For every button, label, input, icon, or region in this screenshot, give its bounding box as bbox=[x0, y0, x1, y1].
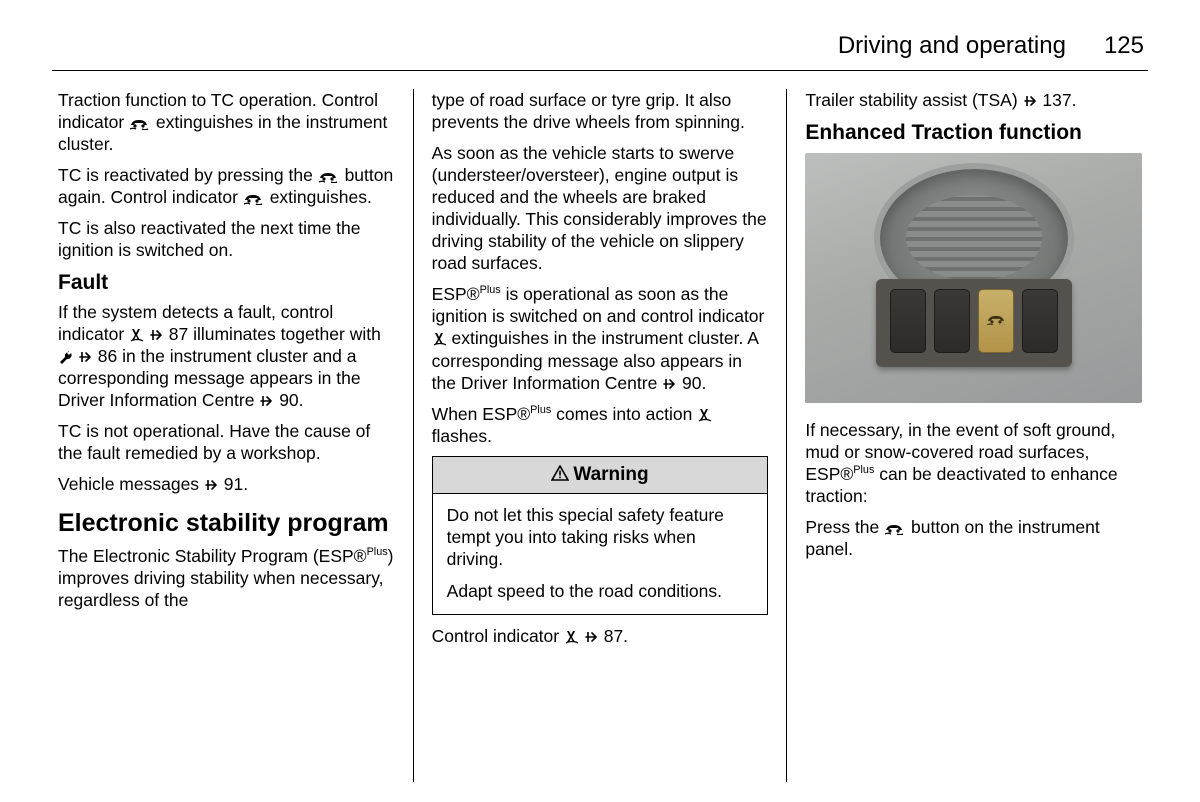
text: TC is reactivated by pressing the bbox=[58, 165, 318, 185]
car-skid-icon bbox=[318, 168, 340, 183]
paragraph: Traction function to TC operation. Contr… bbox=[58, 89, 395, 155]
paragraph: TC is also reactivated the next time the… bbox=[58, 217, 395, 261]
text: 87 illuminates together with bbox=[164, 324, 381, 344]
car-skid-icon bbox=[129, 115, 151, 130]
text: extinguishes in the instrument cluster. … bbox=[432, 328, 758, 392]
text: 87. bbox=[599, 626, 628, 646]
text: extinguishes. bbox=[265, 187, 372, 207]
text: 90. bbox=[274, 390, 303, 410]
text: ESP® bbox=[432, 284, 480, 304]
paragraph: When ESP®Plus comes into action flashes. bbox=[432, 403, 769, 447]
paragraph: Vehicle messages 91. bbox=[58, 473, 395, 495]
page-header: Driving and operating 125 bbox=[52, 32, 1148, 70]
link-arrow-icon bbox=[584, 629, 599, 644]
esc-indicator-icon bbox=[432, 330, 447, 346]
warning-heading: Warning bbox=[433, 457, 768, 494]
paragraph: As soon as the vehicle starts to swerve … bbox=[432, 142, 769, 274]
esc-indicator-icon bbox=[697, 406, 712, 422]
esc-indicator-icon bbox=[129, 326, 144, 342]
plus-superscript: Plus bbox=[367, 546, 388, 558]
paragraph: Control indicator 87. bbox=[432, 625, 769, 647]
link-arrow-icon bbox=[204, 477, 219, 492]
paragraph: TC is reactivated by pressing the button… bbox=[58, 164, 395, 208]
text: The Electronic Stability Program (ESP® bbox=[58, 546, 367, 566]
paragraph: The Electronic Stability Program (ESP®Pl… bbox=[58, 545, 395, 611]
panel-switch bbox=[934, 289, 970, 353]
text: When ESP® bbox=[432, 404, 531, 424]
panel-switch bbox=[890, 289, 926, 353]
section-title: Driving and operating bbox=[838, 32, 1066, 60]
traction-switch bbox=[978, 289, 1014, 353]
header-rule bbox=[52, 70, 1148, 71]
text: 91. bbox=[219, 474, 248, 494]
warning-text: Do not let this special safety feature t… bbox=[447, 504, 754, 570]
column-2: type of road surface or tyre grip. It al… bbox=[413, 89, 787, 782]
text: Control indicator bbox=[432, 626, 564, 646]
esp-heading: Electronic stability program bbox=[58, 509, 395, 539]
text: flashes. bbox=[432, 426, 492, 446]
column-1: Traction function to TC operation. Contr… bbox=[52, 89, 413, 782]
paragraph: Press the button on the instrument panel… bbox=[805, 516, 1142, 560]
text: 90. bbox=[677, 373, 706, 393]
fault-heading: Fault bbox=[58, 270, 395, 296]
manual-page: Driving and operating 125 Traction funct… bbox=[0, 0, 1200, 802]
link-arrow-icon bbox=[78, 349, 93, 364]
text: comes into action bbox=[551, 404, 697, 424]
warning-box: Warning Do not let this special safety f… bbox=[432, 456, 769, 615]
paragraph: If necessary, in the event of soft groun… bbox=[805, 419, 1142, 507]
link-arrow-icon bbox=[662, 376, 677, 391]
paragraph: TC is not operational. Have the cause of… bbox=[58, 420, 395, 464]
link-arrow-icon bbox=[1023, 93, 1038, 108]
plus-superscript: Plus bbox=[480, 285, 501, 297]
text: Press the bbox=[805, 517, 884, 537]
paragraph: ESP®Plus is operational as soon as the i… bbox=[432, 283, 769, 393]
wrench-icon bbox=[58, 349, 73, 364]
esc-indicator-icon bbox=[564, 628, 579, 644]
text: Vehicle messages bbox=[58, 474, 204, 494]
paragraph: If the system detects a fault, control i… bbox=[58, 301, 395, 411]
text: 137. bbox=[1038, 90, 1077, 110]
text: Trailer stability assist (TSA) bbox=[805, 90, 1022, 110]
car-skid-icon bbox=[986, 310, 1006, 330]
plus-superscript: Plus bbox=[853, 464, 874, 476]
link-arrow-icon bbox=[149, 327, 164, 342]
link-arrow-icon bbox=[259, 393, 274, 408]
paragraph: type of road surface or tyre grip. It al… bbox=[432, 89, 769, 133]
page-number: 125 bbox=[1104, 32, 1144, 60]
car-skid-icon bbox=[243, 190, 265, 205]
panel-switch bbox=[1022, 289, 1058, 353]
warning-text: Adapt speed to the road conditions. bbox=[447, 580, 754, 602]
text: 86 in the instrument cluster and a corre… bbox=[58, 346, 361, 410]
content-columns: Traction function to TC operation. Contr… bbox=[52, 89, 1148, 782]
plus-superscript: Plus bbox=[530, 404, 551, 416]
warning-body: Do not let this special safety feature t… bbox=[433, 494, 768, 614]
paragraph: Trailer stability assist (TSA) 137. bbox=[805, 89, 1142, 111]
etf-heading: Enhanced Traction function bbox=[805, 120, 1142, 146]
dashboard-illustration bbox=[805, 153, 1142, 403]
column-3: Trailer stability assist (TSA) 137. Enha… bbox=[786, 89, 1148, 782]
warning-triangle-icon bbox=[551, 465, 569, 481]
car-skid-icon bbox=[884, 520, 906, 535]
button-panel bbox=[876, 279, 1072, 367]
warning-label: Warning bbox=[573, 464, 648, 485]
